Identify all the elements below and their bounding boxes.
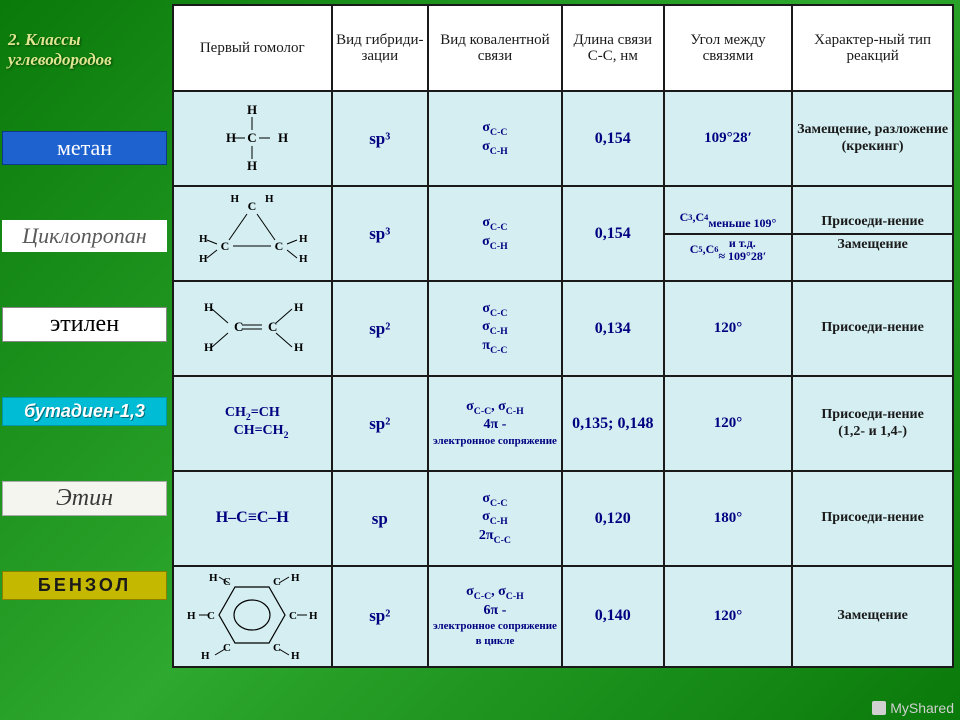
watermark-text: MyShared — [890, 700, 954, 716]
th-homolog: Первый гомолог — [173, 5, 332, 91]
cyclopropane-hybrid: sp³ — [332, 186, 428, 281]
svg-text:C: C — [221, 239, 230, 253]
svg-text:H: H — [299, 233, 308, 245]
svg-text:H: H — [231, 193, 240, 205]
svg-text:C: C — [234, 319, 243, 334]
cyclopropane-angle-top: C3,C4меньше 109° — [665, 202, 792, 234]
ethyne-angle: 180° — [664, 471, 793, 566]
label-ethyne: Этин — [2, 481, 167, 516]
label-ethylene: этилен — [2, 307, 167, 342]
svg-text:C: C — [248, 130, 257, 145]
svg-text:H: H — [294, 340, 304, 354]
th-bond: Вид ковалентной связи — [428, 5, 562, 91]
ethyne-bond: σC-CσC-H2πC-C — [428, 471, 562, 566]
butadiene-reaction: Присоеди-нение (1,2- и 1,4-) — [792, 376, 953, 471]
th-angle: Угол между связями — [664, 5, 793, 91]
watermark-icon — [872, 701, 886, 715]
methane-angle: 109°28′ — [664, 91, 793, 186]
svg-text:H: H — [199, 253, 208, 265]
benzene-reaction: Замещение — [792, 566, 953, 667]
svg-text:C: C — [248, 199, 257, 213]
row-methane: H H C H H sp³ σC-CσC-H 0,154 109°28′ Зам… — [173, 91, 953, 186]
ethylene-hybrid: sp² — [332, 281, 428, 376]
svg-text:H: H — [201, 650, 210, 659]
cyclopropane-angle: C3,C4меньше 109° C5,C6 и т.д.≈ 109°28′ — [664, 186, 793, 281]
methane-length: 0,154 — [562, 91, 664, 186]
ethylene-length: 0,134 — [562, 281, 664, 376]
methane-reaction: Замещение, разложение (крекинг) — [792, 91, 953, 186]
ethylene-angle: 120° — [664, 281, 793, 376]
svg-text:H: H — [309, 610, 317, 622]
butadiene-length: 0,135; 0,148 — [562, 376, 664, 471]
svg-text:C: C — [223, 642, 231, 654]
benzene-hybrid: sp² — [332, 566, 428, 667]
butadiene-angle: 120° — [664, 376, 793, 471]
benzene-bond: σC-C, σC-H6π -электронное сопряжение в ц… — [428, 566, 562, 667]
cyclopropane-reaction-bot: Замещение — [793, 235, 952, 255]
svg-text:C: C — [268, 319, 277, 334]
svg-text:H: H — [187, 610, 196, 622]
svg-text:C: C — [273, 642, 281, 654]
slide-title: 2. Классы углеводородов — [8, 30, 168, 69]
benzene-svg: CH CH CH CH CH CH — [187, 571, 317, 659]
cyclopropane-length: 0,154 — [562, 186, 664, 281]
ethylene-reaction: Присоеди-нение — [792, 281, 953, 376]
label-cyclopropane: Циклопропан — [2, 220, 167, 252]
benzene-angle: 120° — [664, 566, 793, 667]
svg-text:H: H — [291, 650, 300, 659]
svg-text:H: H — [204, 300, 214, 314]
methane-hybrid: sp³ — [332, 91, 428, 186]
ethylene-bond: σC-CσC-HπC-C — [428, 281, 562, 376]
row-butadiene: CH2=CH CH=CH2 sp² σC-C, σC-H4π -электрон… — [173, 376, 953, 471]
svg-text:H: H — [291, 572, 300, 584]
svg-text:C: C — [207, 610, 215, 622]
svg-text:H: H — [299, 253, 308, 265]
header-row: Первый гомолог Вид гибриди-зации Вид ков… — [173, 5, 953, 91]
svg-text:H: H — [209, 572, 218, 584]
row-ethylene: H H C C H H sp² σC-CσC-HπC-C 0,134 120° — [173, 281, 953, 376]
row-ethyne: H–C≡C–H sp σC-CσC-H2πC-C 0,120 180° Прис… — [173, 471, 953, 566]
properties-table: Первый гомолог Вид гибриди-зации Вид ков… — [172, 4, 954, 668]
svg-text:H: H — [247, 102, 257, 117]
cyclopropane-reaction: Присоеди-нение Замещение — [792, 186, 953, 281]
methane-bond: σC-CσC-H — [428, 91, 562, 186]
ethyne-reaction: Присоеди-нение — [792, 471, 953, 566]
th-reaction: Характер-ный тип реакций — [792, 5, 953, 91]
ethylene-structure: H H C C H H — [173, 281, 332, 376]
ethyne-length: 0,120 — [562, 471, 664, 566]
benzene-length: 0,140 — [562, 566, 664, 667]
svg-text:H: H — [247, 158, 257, 172]
ethyne-structure: H–C≡C–H — [173, 471, 332, 566]
cyclopropane-bond: σC-CσC-H — [428, 186, 562, 281]
svg-text:C: C — [275, 239, 284, 253]
cyclopropane-reaction-top: Присоеди-нение — [793, 212, 952, 234]
th-hybrid: Вид гибриди-зации — [332, 5, 428, 91]
th-length: Длина связи C-C, нм — [562, 5, 664, 91]
svg-text:C: C — [289, 610, 297, 622]
label-butadiene: бутадиен-1,3 — [2, 397, 167, 426]
cyclopropane-structure: C H H C C H H H H — [173, 186, 332, 281]
cyclopropane-angle-bot: C5,C6 и т.д.≈ 109°28′ — [665, 235, 792, 265]
ethyne-hybrid: sp — [332, 471, 428, 566]
butadiene-structure: CH2=CH CH=CH2 — [173, 376, 332, 471]
svg-text:H: H — [265, 193, 274, 205]
row-labels-column: метан Циклопропан этилен бутадиен-1,3 Эт… — [2, 105, 167, 655]
methane-structure: H H C H H — [173, 91, 332, 186]
butadiene-bond: σC-C, σC-H4π -электронное сопряжение — [428, 376, 562, 471]
methane-svg: H H C H H — [212, 102, 292, 172]
cyclopropane-svg: C H H C C H H H H — [187, 192, 317, 272]
watermark: MyShared — [872, 700, 954, 716]
svg-text:H: H — [294, 300, 304, 314]
row-cyclopropane: C H H C C H H H H sp³ — [173, 186, 953, 281]
butadiene-hybrid: sp² — [332, 376, 428, 471]
benzene-structure: CH CH CH CH CH CH — [173, 566, 332, 667]
row-benzene: CH CH CH CH CH CH sp² σC-C, σC-H6π -элек… — [173, 566, 953, 667]
label-methane: метан — [2, 131, 167, 165]
svg-text:H: H — [278, 130, 288, 145]
svg-text:H: H — [199, 233, 208, 245]
ethylene-svg: H H C C H H — [192, 297, 312, 357]
label-benzene: БЕНЗОЛ — [2, 571, 167, 600]
